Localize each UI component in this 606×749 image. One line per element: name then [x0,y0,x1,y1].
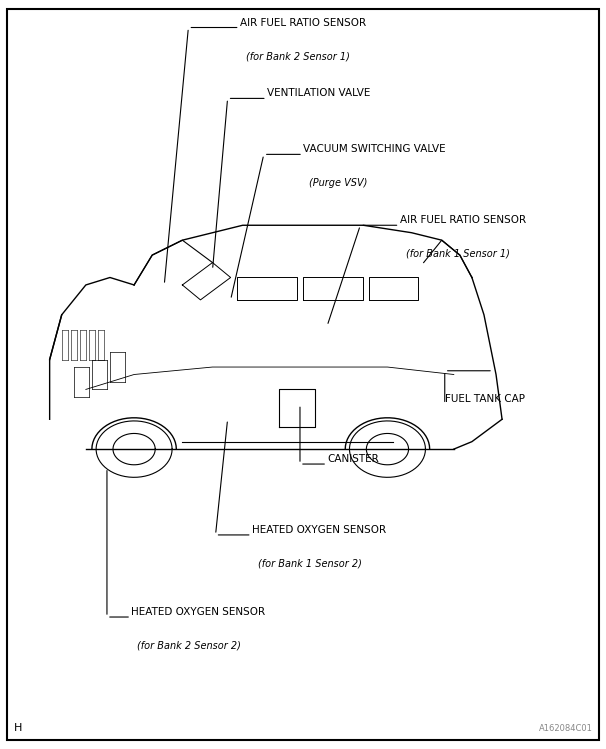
Text: HEATED OXYGEN SENSOR: HEATED OXYGEN SENSOR [251,525,386,535]
Text: (for Bank 2 Sensor 1): (for Bank 2 Sensor 1) [245,51,350,61]
Text: CANISTER: CANISTER [327,454,379,464]
Text: VENTILATION VALVE: VENTILATION VALVE [267,88,370,98]
Text: (Purge VSV): (Purge VSV) [309,178,367,188]
Text: FUEL TANK CAP: FUEL TANK CAP [445,395,525,404]
Text: AIR FUEL RATIO SENSOR: AIR FUEL RATIO SENSOR [399,215,525,225]
Text: AIR FUEL RATIO SENSOR: AIR FUEL RATIO SENSOR [239,17,366,28]
Text: A162084C01: A162084C01 [539,724,593,733]
Text: HEATED OXYGEN SENSOR: HEATED OXYGEN SENSOR [131,607,265,617]
Text: (for Bank 1 Sensor 2): (for Bank 1 Sensor 2) [258,559,362,568]
Text: H: H [13,723,22,733]
Text: VACUUM SWITCHING VALVE: VACUUM SWITCHING VALVE [303,145,445,154]
Text: (for Bank 1 Sensor 1): (for Bank 1 Sensor 1) [405,249,510,259]
Text: (for Bank 2 Sensor 2): (for Bank 2 Sensor 2) [137,640,241,651]
